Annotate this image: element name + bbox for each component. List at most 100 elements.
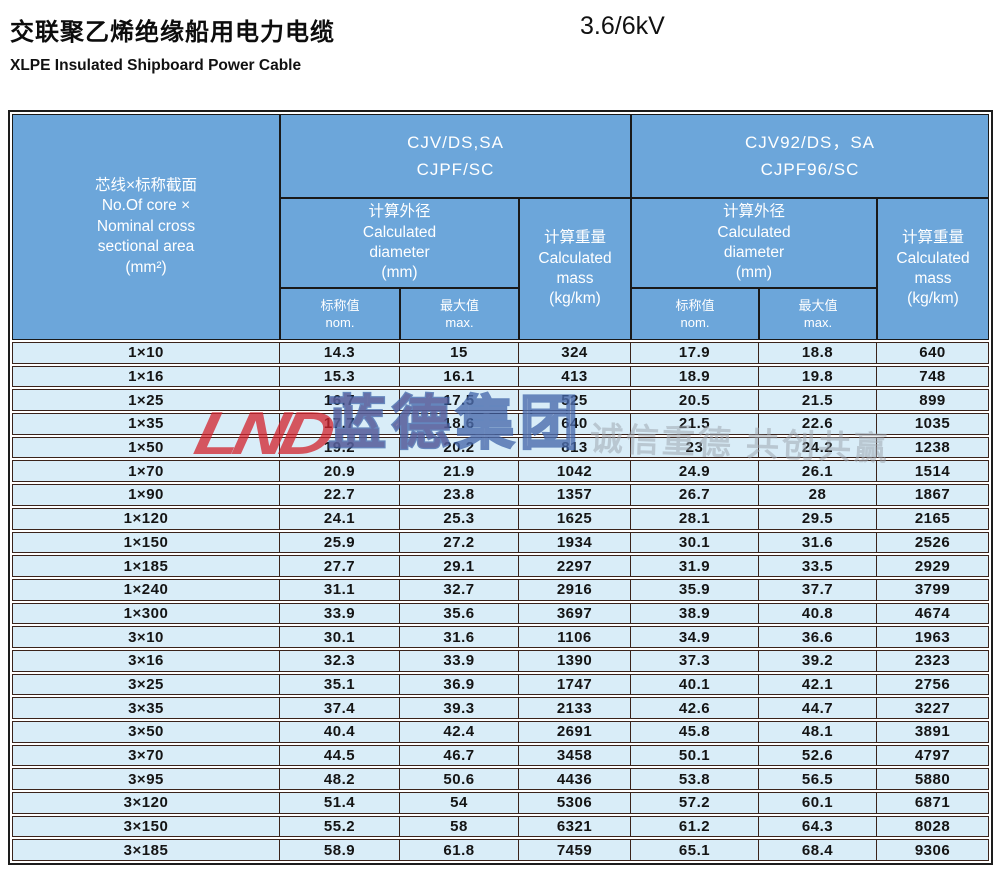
value-cell: 1747 [519,673,631,696]
value-cell: 1042 [519,460,631,483]
table-body: 1×10 14.3 15 324 17.9 18.8 640 1×16 15.3 16.1 413 1… [12,342,989,862]
value-cell: 53.8 [631,768,759,791]
header-maximum-1: 最大值 max. [400,288,519,340]
table-row: 1×185 27.7 29.1 2297 31.9 33.5 2929 [12,555,989,577]
table-row: 1×35 17.7 18.6 640 21.5 22.6 1035 [12,413,989,435]
value-cell: 55.2 [280,815,400,838]
value-cell: 52.6 [759,744,877,767]
value-cell: 38.9 [631,602,759,625]
spec-cell: 3×120 [12,792,280,814]
value-cell: 413 [519,365,631,388]
value-cell: 16.1 [400,365,519,388]
spec-cell: 1×150 [12,531,280,554]
value-cell: 37.4 [280,697,400,719]
spec-cell: 1×90 [12,484,280,506]
value-cell: 40.8 [759,602,877,625]
table-row: 1×90 22.7 23.8 1357 26.7 28 1867 [12,484,989,506]
value-cell: 61.8 [400,839,519,862]
page-subtitle: XLPE Insulated Shipboard Power Cable [10,57,302,74]
header-nominal-2: 标称值 nom. [631,288,759,340]
table-row: 1×16 15.3 16.1 413 18.9 19.8 748 [12,365,989,388]
value-cell: 15 [400,342,519,364]
value-cell: 31.6 [759,531,877,554]
table-row: 3×50 40.4 42.4 2691 45.8 48.1 3891 [12,721,989,743]
value-cell: 40.4 [280,721,400,743]
value-cell: 17.5 [400,389,519,412]
header-core-spec: 芯线×标称截面 No.Of core × Nominal cross secti… [12,114,280,340]
value-cell: 21.9 [400,460,519,483]
value-cell: 37.3 [631,649,759,672]
header-group-cjv92: CJV92/DS，SA CJPF96/SC [631,114,989,198]
header-diameter-1: 计算外径 Calculated diameter (mm) [280,198,519,288]
value-cell: 2916 [519,578,631,601]
value-cell: 324 [519,342,631,364]
value-cell: 19.2 [280,436,400,459]
spec-cell: 1×35 [12,413,280,435]
header-diameter-2: 计算外径 Calculated diameter (mm) [631,198,877,288]
value-cell: 61.2 [631,815,759,838]
value-cell: 35.6 [400,602,519,625]
table-row: 1×50 19.2 20.2 813 23 24.2 1238 [12,436,989,459]
value-cell: 5880 [877,768,989,791]
table-row: 1×300 33.9 35.6 3697 38.9 40.8 4674 [12,602,989,625]
value-cell: 64.3 [759,815,877,838]
value-cell: 640 [877,342,989,364]
value-cell: 48.1 [759,721,877,743]
value-cell: 58 [400,815,519,838]
value-cell: 36.6 [759,626,877,648]
value-cell: 20.9 [280,460,400,483]
value-cell: 18.9 [631,365,759,388]
value-cell: 58.9 [280,839,400,862]
value-cell: 6871 [877,792,989,814]
value-cell: 35.9 [631,578,759,601]
value-cell: 36.9 [400,673,519,696]
value-cell: 1625 [519,507,631,530]
value-cell: 24.2 [759,436,877,459]
spec-cell: 3×70 [12,744,280,767]
table-row: 3×25 35.1 36.9 1747 40.1 42.1 2756 [12,673,989,696]
value-cell: 3799 [877,578,989,601]
value-cell: 2526 [877,531,989,554]
value-cell: 2297 [519,555,631,577]
value-cell: 4436 [519,768,631,791]
value-cell: 24.9 [631,460,759,483]
value-cell: 8028 [877,815,989,838]
value-cell: 31.1 [280,578,400,601]
value-cell: 39.2 [759,649,877,672]
value-cell: 26.7 [631,484,759,506]
value-cell: 44.7 [759,697,877,719]
value-cell: 1357 [519,484,631,506]
value-cell: 1867 [877,484,989,506]
value-cell: 31.6 [400,626,519,648]
value-cell: 40.1 [631,673,759,696]
value-cell: 21.5 [631,413,759,435]
value-cell: 3458 [519,744,631,767]
table-row: 1×10 14.3 15 324 17.9 18.8 640 [12,342,989,364]
table-row: 3×35 37.4 39.3 2133 42.6 44.7 3227 [12,697,989,719]
spec-cell: 1×120 [12,507,280,530]
value-cell: 37.7 [759,578,877,601]
voltage-rating: 3.6/6kV [580,12,665,40]
value-cell: 7459 [519,839,631,862]
table-row: 1×120 24.1 25.3 1625 28.1 29.5 2165 [12,507,989,530]
value-cell: 899 [877,389,989,412]
table-row: 3×150 55.2 58 6321 61.2 64.3 8028 [12,815,989,838]
value-cell: 4797 [877,744,989,767]
value-cell: 34.9 [631,626,759,648]
value-cell: 24.1 [280,507,400,530]
value-cell: 31.9 [631,555,759,577]
value-cell: 20.2 [400,436,519,459]
value-cell: 25.9 [280,531,400,554]
value-cell: 29.1 [400,555,519,577]
value-cell: 50.1 [631,744,759,767]
spec-cell: 3×35 [12,697,280,719]
table-row: 3×120 51.4 54 5306 57.2 60.1 6871 [12,792,989,814]
spec-cell: 1×50 [12,436,280,459]
table-header: 芯线×标称截面 No.Of core × Nominal cross secti… [12,114,989,340]
value-cell: 2756 [877,673,989,696]
value-cell: 45.8 [631,721,759,743]
value-cell: 2323 [877,649,989,672]
spec-cell: 3×16 [12,649,280,672]
value-cell: 46.7 [400,744,519,767]
